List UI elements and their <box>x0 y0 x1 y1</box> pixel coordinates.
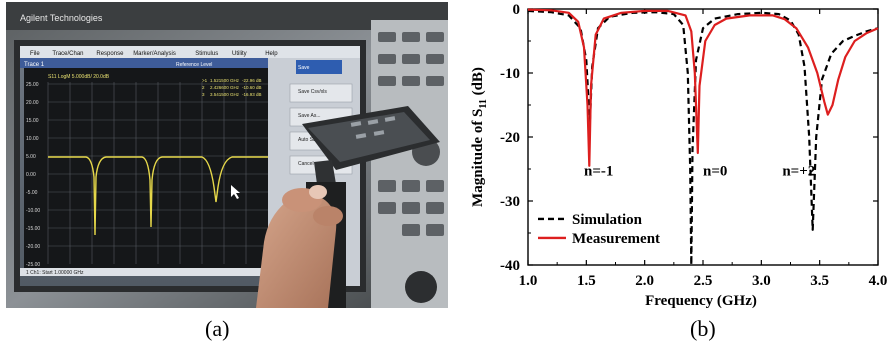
mode-annotation: n=0 <box>703 163 727 179</box>
legend-label: Simulation <box>572 212 643 228</box>
softkey-button <box>289 83 353 103</box>
screen-grid <box>47 82 268 264</box>
reference-label: Reference Level <box>176 62 212 68</box>
x-tick-label: 3.0 <box>752 273 771 289</box>
y-tick-label: -30 <box>500 194 520 210</box>
marker-table: >1 1.521500 GHz -22.96 dB 2 2.426600 GHz -10.… <box>202 78 262 97</box>
y-axis-label: Magnitude of S11 (dB) <box>470 67 489 207</box>
menu-item: Marker/Analysis <box>133 51 176 57</box>
marker-value: -22.96 dB <box>242 78 262 83</box>
menu-item: Stimulus <box>195 51 218 57</box>
analyzer-photo: Agilent Technologies File Trace/Chan Respo… <box>6 2 448 308</box>
screen-y-tick: 15.00 <box>26 118 39 124</box>
status-line: 1 Ch1: Start 1.00000 GHz <box>26 270 84 276</box>
series-measurement-line <box>527 8 879 167</box>
screen-y-tick: -5.00 <box>26 190 38 196</box>
series-layer <box>527 8 879 267</box>
x-tick-label: 1.5 <box>577 273 596 289</box>
menu-item: Trace/Chan <box>52 51 83 57</box>
mouse-cursor <box>231 185 240 199</box>
marker-freq: 1.521500 GHz <box>210 78 240 83</box>
menu-item: Help <box>265 51 278 57</box>
x-tick-label: 3.5 <box>810 273 829 289</box>
x-tick-label: 4.0 <box>869 273 888 289</box>
mode-annotation: n=+2 <box>782 163 815 179</box>
legend-label: Measurement <box>572 231 660 247</box>
x-tick-label: 2.5 <box>694 273 713 289</box>
trace-tab: Trace 1 <box>24 62 45 68</box>
softkey-label: Auto Save <box>298 137 321 143</box>
marker-freq: 3.541500 GHz <box>210 92 240 97</box>
screen-trace <box>48 156 268 236</box>
softkey-label: Save Csv/xls <box>298 89 327 95</box>
screen-y-tick: 20.00 <box>26 100 39 106</box>
y-tick-label: 0 <box>513 2 521 18</box>
softkey-label: Save As... <box>298 113 321 119</box>
marker-num: >1 <box>202 78 208 83</box>
screen-y-tick: 5.00 <box>26 154 36 160</box>
screen-y-ticks: 25.00 20.00 15.00 10.00 5.00 0.00 -5.00 -10.00 -… <box>26 82 40 268</box>
marker-freq: 2.426600 GHz <box>210 85 240 90</box>
svg-text:Magnitude of S11 (dB): Magnitude of S11 (dB) <box>470 67 489 207</box>
menu-item: Response <box>96 51 124 57</box>
hand <box>256 185 343 308</box>
y-tick-label: -10 <box>500 66 520 82</box>
x-tick-label: 1.0 <box>519 273 538 289</box>
s11-chart: Magnitude of S11 (dB) 1.0 1.5 2.0 2.5 3.0 3.5… <box>470 2 887 309</box>
marker-value: -16.93 dB <box>242 92 262 97</box>
y-tick-label: -40 <box>500 258 520 274</box>
screen-y-tick: 25.00 <box>26 82 39 88</box>
menu-item: File <box>30 51 40 57</box>
marker-num: 2 <box>202 85 205 90</box>
softkey-label: Save <box>298 65 310 71</box>
mode-annotation: n=-1 <box>584 163 613 179</box>
screen-y-tick: 10.00 <box>26 136 39 142</box>
caption-b: (b) <box>690 316 716 341</box>
screen-y-tick: -15.00 <box>26 226 40 232</box>
trace-header: S11 LogM 5.000dB/ 20.0dB <box>48 74 110 80</box>
y-tick-label: -20 <box>500 130 520 146</box>
softkey-label: Cancel <box>298 161 314 167</box>
marker-value: -10.60 dB <box>242 85 262 90</box>
x-axis-label: Frequency (GHz) <box>645 293 757 309</box>
menu-bar: File Trace/Chan Response Marker/Analysis Sti… <box>30 51 278 57</box>
screen-y-tick: -10.00 <box>26 208 40 214</box>
menu-item: Utility <box>232 51 247 57</box>
caption-a: (a) <box>205 316 230 341</box>
x-tick-label: 2.0 <box>635 273 654 289</box>
brand-label: Agilent Technologies <box>20 13 103 23</box>
screen-y-tick: -20.00 <box>26 244 40 250</box>
marker-num: 3 <box>202 92 205 97</box>
annotation-layer: n=-1 n=0 n=+2 <box>584 163 815 179</box>
screen-y-tick: -25.00 <box>26 262 40 268</box>
legend: Simulation Measurement <box>538 212 660 247</box>
plot-axes: 1.0 1.5 2.0 2.5 3.0 3.5 4.0 0 -10 -20 -30 -40 <box>500 2 887 289</box>
screen-y-tick: 0.00 <box>26 172 36 178</box>
